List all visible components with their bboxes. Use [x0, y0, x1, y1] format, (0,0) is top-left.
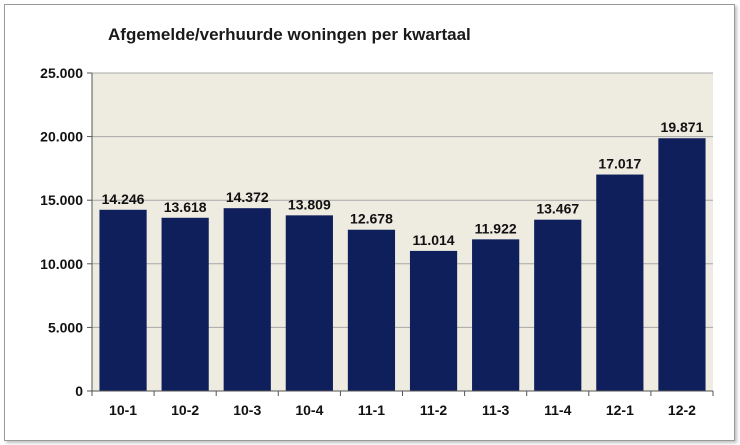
y-tick-label: 20.000 — [40, 129, 83, 145]
x-tick-label-11-1: 11-1 — [358, 402, 385, 418]
bar-11-1 — [347, 229, 396, 391]
y-tick-label: 15.000 — [40, 192, 83, 208]
x-axis-ticks: 10-1 10-2 10-3 10-4 11-1 11-2 11-3 11-4 12-1 12-2 — [91, 391, 714, 418]
data-label-12-1: 17.017 — [598, 156, 641, 172]
x-tick-label-12-2: 12-2 — [668, 402, 696, 418]
data-label-10-1: 14.246 — [102, 191, 145, 207]
bar-11-4 — [534, 219, 582, 391]
x-tick-label-11-2: 11-2 — [420, 402, 447, 418]
x-tick-label-10-1: 10-1 — [109, 402, 137, 418]
data-label-10-2: 13.618 — [164, 199, 207, 215]
data-label-11-3: 11.922 — [475, 220, 517, 236]
x-tick-label-11-4: 11-4 — [544, 402, 571, 418]
chart-title: Afgemelde/verhuurde woningen per kwartaa… — [108, 25, 471, 44]
y-tick-label: 0 — [75, 383, 83, 399]
x-tick-label-10-4: 10-4 — [295, 402, 323, 418]
data-label-11-1: 12.678 — [350, 211, 393, 227]
data-labels: 14.246 13.618 14.372 13.809 12.678 11.014 11.9… — [102, 119, 704, 248]
data-label-10-3: 14.372 — [226, 189, 269, 205]
bar-10-4 — [285, 215, 333, 391]
data-label-11-2: 11.014 — [413, 232, 455, 248]
bar-10-3 — [223, 208, 271, 391]
y-tick-label: 25.000 — [40, 65, 83, 81]
y-tick-label: 10.000 — [40, 256, 83, 272]
y-axis-ticks: 0 5.000 10.000 15.000 20.000 25.000 — [40, 65, 92, 399]
x-tick-label-10-3: 10-3 — [233, 402, 261, 418]
bars — [99, 138, 706, 391]
bar-10-2 — [161, 217, 209, 391]
y-tick-label: 5.000 — [48, 319, 83, 335]
x-tick-label-10-2: 10-2 — [171, 402, 199, 418]
x-tick-label-11-3: 11-3 — [482, 402, 509, 418]
bar-10-1 — [99, 209, 147, 391]
data-label-12-2: 19.871 — [661, 119, 704, 135]
bar-12-2 — [658, 138, 706, 391]
x-tick-label-12-1: 12-1 — [606, 402, 634, 418]
bar-11-2 — [409, 250, 458, 391]
data-label-11-4: 13.467 — [536, 201, 579, 217]
bar-12-1 — [596, 174, 644, 391]
bar-11-3 — [472, 239, 520, 391]
data-label-10-4: 13.809 — [288, 196, 331, 212]
